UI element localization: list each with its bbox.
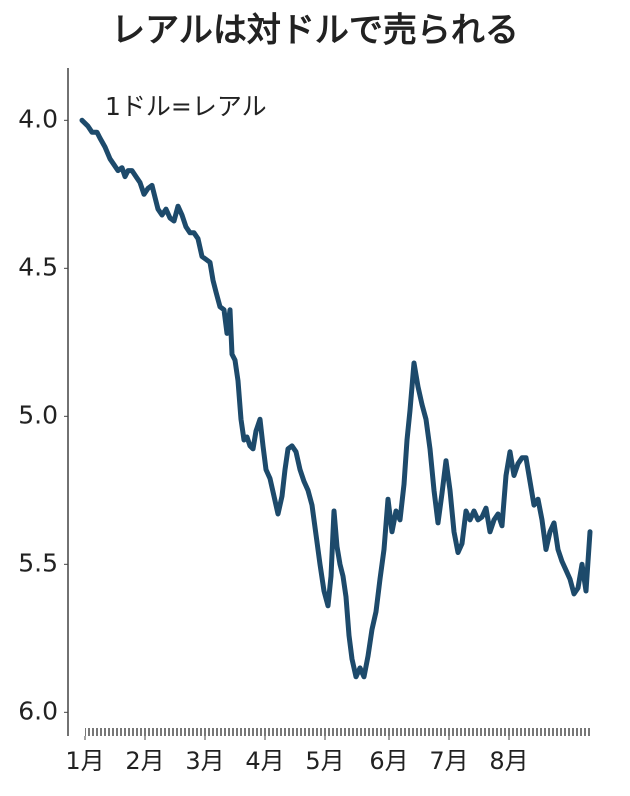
- annotation: 1ドル=レアル: [105, 92, 267, 121]
- day-ticks: [85, 728, 592, 736]
- x-tick-label: 4月: [245, 747, 284, 775]
- x-tick-label: 1月: [65, 747, 104, 775]
- y-tick-label: 5.5: [18, 548, 58, 577]
- x-tick-label: 7月: [429, 747, 468, 775]
- x-tick-label: 5月: [305, 747, 344, 775]
- x-tick-label: 6月: [369, 747, 408, 775]
- y-tick-label: 4.0: [18, 104, 58, 133]
- chart-title: レアルは対ドルで売られる: [111, 11, 519, 51]
- x-tick-label: 3月: [185, 747, 224, 775]
- y-tick-label: 4.5: [18, 252, 58, 281]
- x-tick-label: 2月: [125, 747, 164, 775]
- line-series: [79, 117, 593, 680]
- x-tick-label: 8月: [489, 747, 528, 775]
- y-tick-label: 5.0: [18, 400, 58, 429]
- y-tick-label: 6.0: [18, 696, 58, 725]
